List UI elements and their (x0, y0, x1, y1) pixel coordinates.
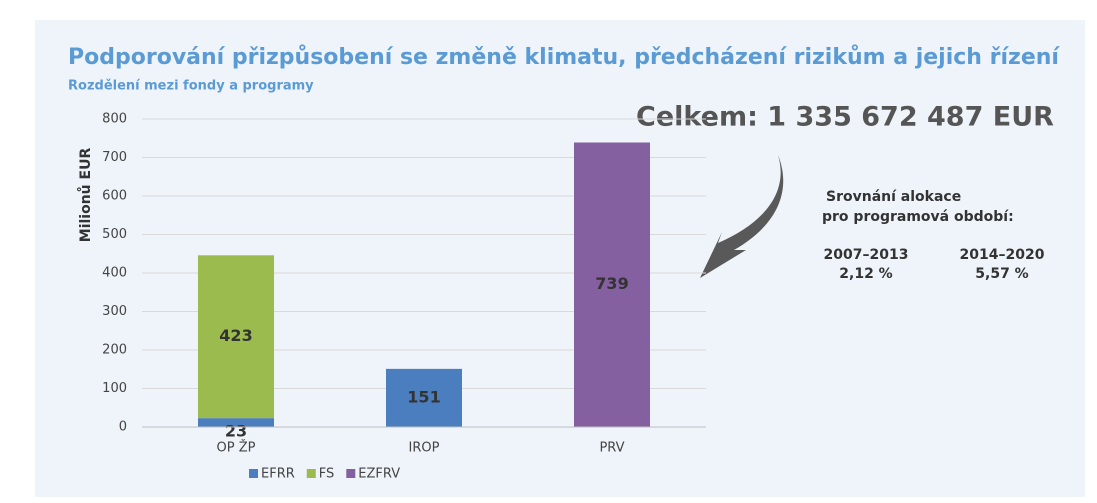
bar-segment (386, 368, 462, 427)
bar-segment (198, 418, 274, 427)
y-tick-label: 100 (102, 381, 127, 396)
y-tick-label: 200 (102, 343, 127, 358)
x-tick-label: IROP (409, 441, 440, 456)
share: 2,12 % (839, 266, 892, 282)
y-tick-label: 300 (102, 304, 127, 319)
period: 2007–2013 (824, 247, 909, 263)
legend-label: EFRR (261, 467, 295, 482)
chart-subtitle: Rozdělení mezi fondy a programy (68, 79, 314, 94)
data-label: 423 (219, 326, 252, 345)
compare-title: Srovnání alokace (826, 189, 961, 205)
legend-label: FS (319, 467, 335, 482)
y-tick-label: 600 (102, 189, 127, 204)
x-tick-label: OP ŽP (217, 440, 256, 456)
bar-segment (198, 255, 274, 419)
total-annotation: Celkem: 1 335 672 487 EUR (636, 102, 1054, 133)
arrow (700, 155, 784, 278)
y-tick-label: 700 (102, 150, 127, 165)
data-label: 739 (595, 274, 628, 293)
legend-swatch (346, 469, 356, 478)
y-tick-label: 400 (102, 266, 127, 281)
data-label: 151 (407, 387, 440, 406)
data-label: 23 (225, 422, 247, 441)
legend-swatch (306, 469, 316, 478)
x-tick-label: PRV (599, 441, 624, 456)
legend-label: EZFRV (358, 467, 400, 482)
y-tick-label: 500 (102, 227, 127, 242)
y-tick-label: 0 (119, 420, 127, 435)
period: 2014–2020 (960, 247, 1045, 263)
legend-swatch (249, 469, 258, 478)
bar-segment (574, 142, 650, 428)
share: 5,57 % (975, 266, 1028, 282)
y-tick-label: 800 (102, 112, 127, 127)
compare-title: pro programová období: (822, 209, 1014, 225)
y-axis-label: Milionů EUR (77, 148, 94, 243)
chart-title: Podporování přizpůsobení se změně klimat… (68, 45, 1060, 70)
